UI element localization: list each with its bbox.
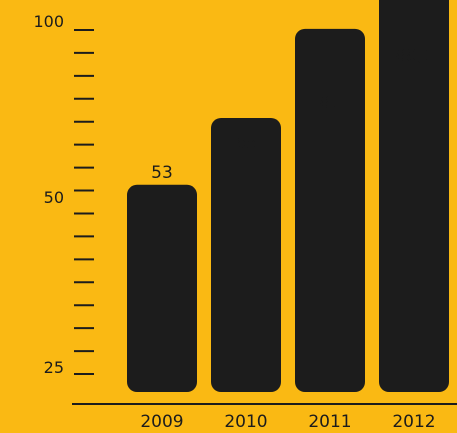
category-label-2012: 2012 [392,412,435,432]
y-tick-label-25: 25 [44,358,64,377]
category-label-2011: 2011 [308,412,351,432]
category-label-2010: 2010 [224,412,267,432]
category-label-2009: 2009 [140,412,183,432]
value-label-2011: 81 [319,93,341,113]
value-label-2010: 65 [235,133,257,153]
y-axis-ticks [74,29,94,375]
value-label-2012: 88,1 [395,46,433,66]
bar-2010 [211,117,281,392]
value-label-2009: 53 [151,163,173,183]
y-tick-label-100: 100 [33,12,64,31]
bar-2009 [127,184,197,392]
bar-2011 [295,28,365,393]
bar-2012 [379,0,449,392]
bars-group [127,0,449,393]
y-tick-label-50: 50 [44,188,64,207]
